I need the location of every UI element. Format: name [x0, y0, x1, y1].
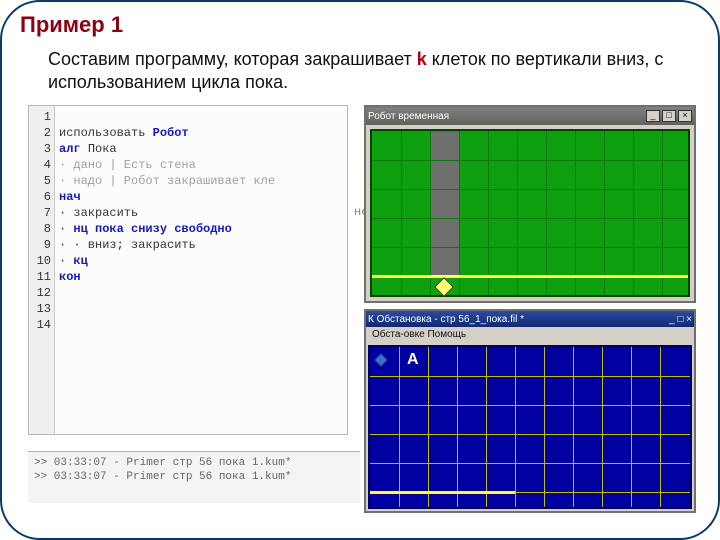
code-line: · закрасить [59, 206, 138, 220]
obstanovka-field[interactable]: А [368, 345, 692, 509]
obstanovka-window-title: К Обстановка - стр 56_1_пока.fil * [368, 314, 524, 325]
window-buttons: _ □ × [669, 314, 692, 325]
code-line: Пока [88, 142, 117, 156]
robot-field[interactable] [370, 129, 690, 297]
slide-frame: Пример 1 Составим программу, которая зак… [0, 0, 720, 540]
robot-titlebar[interactable]: Робот временная _ □ × [366, 107, 694, 125]
code-line: · · вниз; закрасить [59, 238, 196, 252]
console-line: >> 03:33:07 - Primer стр 56 пока 1.kum* [34, 456, 354, 470]
code-comment: · надо | Робот закрашивает кле [59, 174, 275, 188]
code-editor[interactable]: 1234567891011121314 использовать Робот а… [28, 105, 348, 435]
slide-title: Пример 1 [20, 10, 700, 42]
code-area[interactable]: использовать Робот алг Пока · дано | Ест… [55, 106, 279, 434]
robot-window-title: Робот временная [368, 111, 449, 122]
code-line: · [59, 222, 73, 236]
maximize-button[interactable]: □ [662, 110, 676, 122]
minimize-button[interactable]: _ [669, 314, 675, 325]
obstanovka-window: К Обстановка - стр 56_1_пока.fil * _ □ ×… [364, 309, 696, 513]
robot-window: Робот временная _ □ × [364, 105, 696, 303]
code-keyword: алг [59, 142, 88, 156]
code-keyword: нц пока снизу свободно [73, 222, 231, 236]
minimize-button[interactable]: _ [646, 110, 660, 122]
maximize-button[interactable]: □ [677, 314, 683, 325]
code-line: использовать [59, 126, 153, 140]
desc-pre: Составим программу, которая закрашивает [48, 49, 417, 69]
code-keyword: кон [59, 270, 81, 284]
slide-description: Составим программу, которая закрашивает … [20, 42, 700, 101]
code-keyword: Робот [153, 126, 189, 140]
code-keyword: нач [59, 190, 81, 204]
close-button[interactable]: × [678, 110, 692, 122]
obstanovka-titlebar[interactable]: К Обстановка - стр 56_1_пока.fil * _ □ × [366, 311, 694, 327]
console-output: >> 03:33:07 - Primer стр 56 пока 1.kum* … [28, 451, 360, 503]
desc-k: k [417, 49, 427, 69]
workspace: 1234567891011121314 использовать Робот а… [28, 105, 692, 503]
code-comment: · дано | Есть стена [59, 158, 196, 172]
line-number-gutter: 1234567891011121314 [29, 106, 55, 434]
code-keyword: кц [73, 254, 87, 268]
close-button[interactable]: × [686, 314, 692, 325]
window-buttons: _ □ × [646, 110, 692, 122]
obstanovka-menu[interactable]: Обста-овке Помощь [366, 327, 694, 343]
code-line: · [59, 254, 73, 268]
console-line: >> 03:33:07 - Primer стр 56 пока 1.kum* [34, 470, 354, 484]
